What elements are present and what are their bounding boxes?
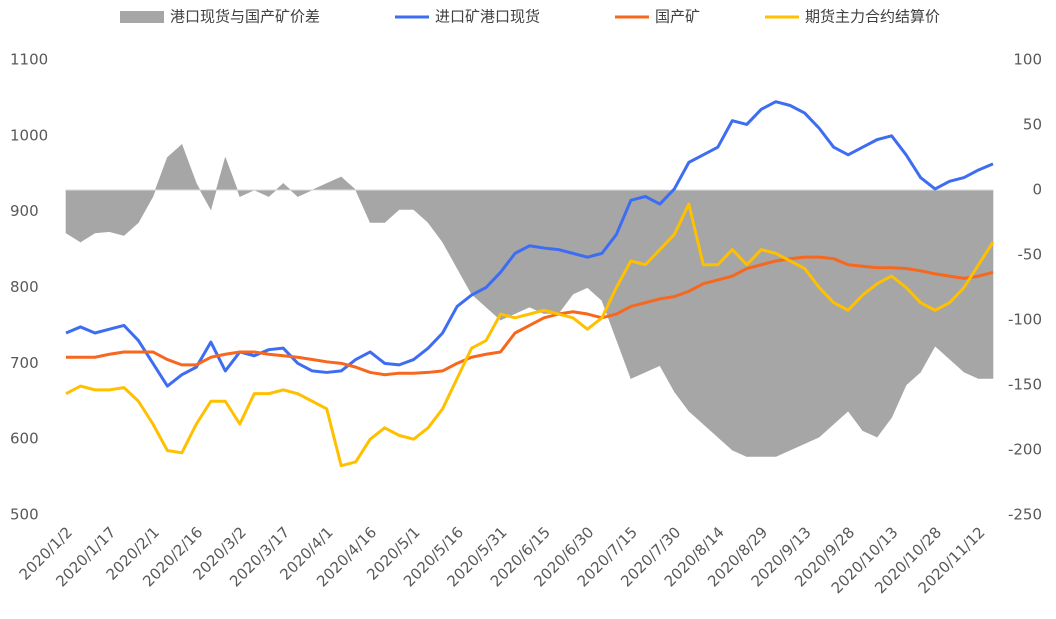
area-segment <box>312 183 328 191</box>
area-segment <box>876 189 892 438</box>
y2-tick-label: 0 <box>1032 181 1042 199</box>
area-segment <box>818 189 834 438</box>
area-segment <box>630 189 646 379</box>
area-segment <box>384 189 400 224</box>
y2-tick-label: 50 <box>1023 116 1042 134</box>
y-tick-label: 800 <box>10 278 39 296</box>
area-segment <box>442 189 458 270</box>
legend-label: 国产矿 <box>655 8 700 26</box>
area-segment <box>94 189 110 234</box>
area-segment <box>789 189 806 451</box>
area-segment <box>978 189 994 379</box>
area-segment <box>297 189 313 197</box>
area-segment <box>645 189 661 373</box>
area-segment <box>529 189 545 314</box>
area-segment <box>80 189 96 243</box>
area-segment <box>804 189 820 444</box>
area-segment <box>703 189 719 438</box>
area-segment <box>862 189 878 438</box>
area-segment <box>543 189 559 314</box>
area-segment <box>65 189 81 243</box>
y2-tick-label: 100 <box>1013 51 1042 69</box>
legend-label: 港口现货与国产矿价差 <box>170 8 320 26</box>
area-segment <box>659 189 675 393</box>
area-segment <box>254 189 270 197</box>
area-segment <box>949 189 965 373</box>
area-segment <box>167 143 183 191</box>
series-line <box>65 100 994 388</box>
area-segment <box>369 189 385 223</box>
y-tick-label: 500 <box>10 506 39 524</box>
area-segment <box>181 144 197 191</box>
legend-swatch <box>120 11 164 23</box>
legend-label: 进口矿港口现货 <box>435 8 540 26</box>
area-segment <box>239 189 255 197</box>
area-segment <box>340 176 357 191</box>
legend: 港口现货与国产矿价差 进口矿港口现货 国产矿 期货主力合约结算价 <box>120 8 940 26</box>
area-segment <box>398 189 414 210</box>
series-line <box>65 202 995 468</box>
y-tick-label: 900 <box>10 202 39 220</box>
y-tick-label: 600 <box>10 430 39 448</box>
legend-label: 期货主力合约结算价 <box>805 8 940 26</box>
y-tick-label: 1100 <box>10 51 48 69</box>
y2-tick-label: -150 <box>1008 376 1042 394</box>
area-segment <box>920 189 936 374</box>
area-segment <box>196 182 212 211</box>
y2-tick-label: -200 <box>1008 441 1042 459</box>
area-segment <box>572 189 588 295</box>
y2-tick-label: -100 <box>1008 311 1042 329</box>
area-segment <box>427 189 443 243</box>
area-segment <box>891 189 907 418</box>
area-segment <box>355 189 371 223</box>
area-segment <box>587 189 603 302</box>
area-segment <box>717 189 733 451</box>
area-segment <box>225 157 241 197</box>
series-line <box>66 255 994 377</box>
y2-tick-label: -50 <box>1018 246 1043 264</box>
area-segment <box>326 176 342 191</box>
area-segment <box>123 189 139 237</box>
area-segment <box>905 189 921 386</box>
area-segment <box>413 189 429 224</box>
area-segment <box>485 189 501 321</box>
area-segment <box>152 157 168 197</box>
area-segment <box>688 189 704 425</box>
area-segment <box>775 189 791 457</box>
area-segment <box>731 189 748 457</box>
area-segment <box>760 189 777 457</box>
y-tick-label: 1000 <box>10 126 48 144</box>
area-segment <box>674 189 690 412</box>
area-segment <box>210 157 226 210</box>
area-segment <box>847 189 863 432</box>
area-segment <box>109 189 125 236</box>
y-tick-label: 700 <box>10 354 39 372</box>
area-segment <box>138 189 154 224</box>
area-segment <box>746 189 762 457</box>
y2-tick-label: -250 <box>1008 506 1042 524</box>
area-segment <box>456 189 472 296</box>
